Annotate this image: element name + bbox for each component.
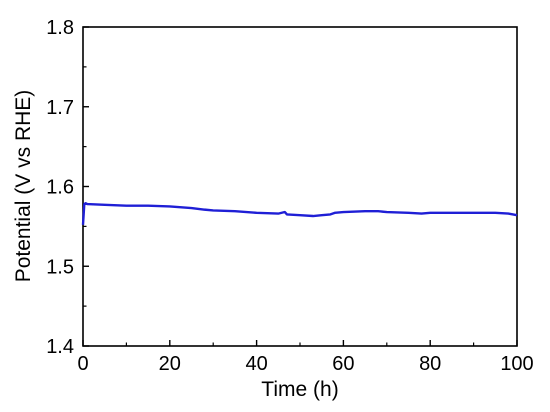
y-tick-label: 1.8 <box>46 17 74 39</box>
x-tick-label: 80 <box>419 353 441 375</box>
plot-frame <box>82 26 518 347</box>
y-axis-label: Potential (V vs RHE) <box>12 90 35 283</box>
x-axis-label: Time (h) <box>261 378 338 401</box>
y-tick-label: 1.6 <box>46 177 74 199</box>
label-group: Time (h) Potential (V vs RHE) <box>12 90 339 401</box>
tick-group: 0 20 40 60 80 100 1.4 1.5 1.6 1.7 1.8 <box>46 17 534 375</box>
x-tick-label: 40 <box>245 353 267 375</box>
x-tick-label: 100 <box>500 353 533 375</box>
y-tick-label: 1.7 <box>46 97 74 119</box>
x-tick-label: 20 <box>159 353 181 375</box>
y-tick-label: 1.5 <box>46 256 74 278</box>
x-tick-label: 0 <box>77 353 88 375</box>
x-tick-label: 60 <box>332 353 354 375</box>
plot-area <box>82 26 518 347</box>
series-line <box>81 202 518 225</box>
series-group <box>81 202 518 225</box>
y-tick-label: 1.4 <box>46 336 74 358</box>
